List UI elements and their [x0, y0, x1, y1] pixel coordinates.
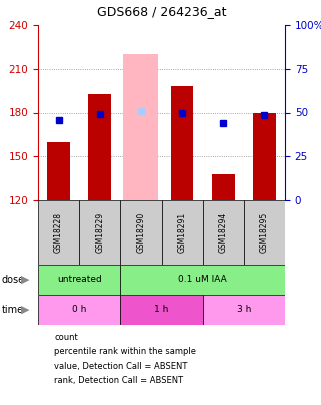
Text: GSM18291: GSM18291: [178, 212, 187, 253]
Bar: [123, 54, 158, 200]
Bar: [38, 265, 120, 295]
Text: GSM18295: GSM18295: [260, 212, 269, 253]
Text: ▶: ▶: [21, 305, 30, 315]
Text: 0.1 uM IAA: 0.1 uM IAA: [178, 275, 227, 284]
Bar: [161, 200, 203, 265]
Text: value, Detection Call = ABSENT: value, Detection Call = ABSENT: [54, 362, 187, 371]
Text: count: count: [54, 333, 78, 343]
Bar: [47, 142, 70, 200]
Text: time: time: [2, 305, 24, 315]
Bar: [38, 295, 120, 325]
Text: 1 h: 1 h: [154, 305, 169, 315]
Text: GSM18229: GSM18229: [95, 212, 104, 253]
Text: GSM18294: GSM18294: [219, 212, 228, 253]
Text: 0 h: 0 h: [72, 305, 86, 315]
Bar: [79, 200, 120, 265]
Bar: [120, 295, 203, 325]
Bar: [203, 200, 244, 265]
Bar: [120, 200, 161, 265]
Bar: [253, 113, 276, 200]
Text: GSM18228: GSM18228: [54, 212, 63, 253]
Text: ▶: ▶: [21, 275, 30, 285]
Text: GSM18290: GSM18290: [136, 212, 145, 253]
Text: percentile rank within the sample: percentile rank within the sample: [54, 347, 196, 356]
Bar: [120, 265, 285, 295]
Text: GDS668 / 264236_at: GDS668 / 264236_at: [97, 5, 226, 18]
Bar: [212, 174, 235, 200]
Text: dose: dose: [2, 275, 25, 285]
Text: 3 h: 3 h: [237, 305, 251, 315]
Text: untreated: untreated: [57, 275, 101, 284]
Bar: [171, 86, 194, 200]
Text: rank, Detection Call = ABSENT: rank, Detection Call = ABSENT: [54, 375, 183, 384]
Bar: [203, 295, 285, 325]
Bar: [88, 94, 111, 200]
Bar: [244, 200, 285, 265]
Bar: [38, 200, 79, 265]
